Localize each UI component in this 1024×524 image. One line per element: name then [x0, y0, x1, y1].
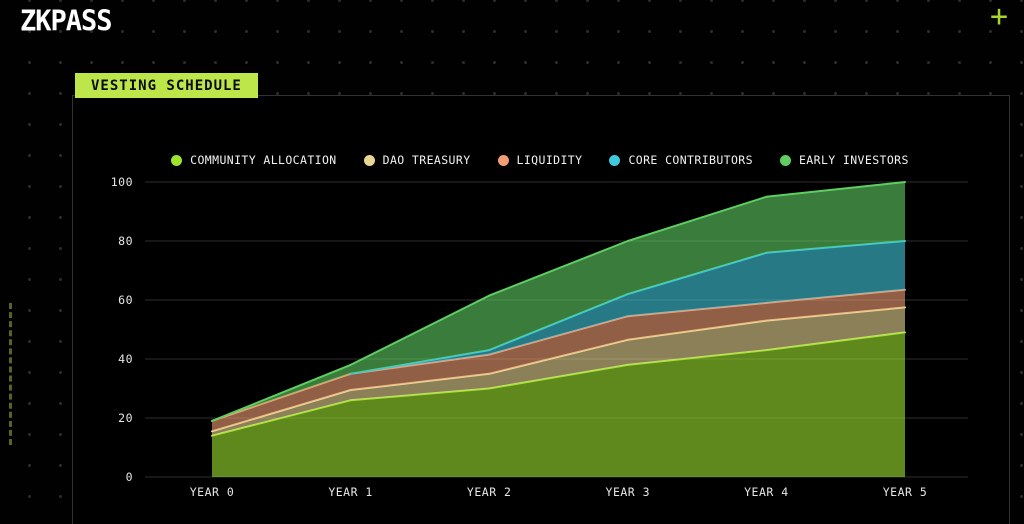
legend-label: DAO TREASURY	[382, 153, 471, 167]
y-tick-label-0: 0	[126, 470, 133, 484]
x-tick-label-2: YEAR 2	[467, 485, 512, 499]
legend-item-0[interactable]: COMMUNITY ALLOCATION	[171, 153, 336, 167]
y-tick-label-80: 80	[118, 234, 133, 248]
x-tick-label-4: YEAR 4	[744, 485, 789, 499]
y-tick-label-60: 60	[118, 293, 133, 307]
zkpass-logo[interactable]: ZKPASS	[20, 5, 113, 38]
area-band-4	[212, 182, 905, 421]
x-tick-label-5: YEAR 5	[883, 485, 928, 499]
area-band-0	[212, 332, 905, 477]
area-edge-4	[211, 363, 352, 422]
legend-item-1[interactable]: DAO TREASURY	[363, 153, 471, 167]
legend-item-3[interactable]: CORE CONTRIBUTORS	[609, 153, 753, 167]
legend-label: COMMUNITY ALLOCATION	[190, 153, 337, 167]
chart-legend: COMMUNITY ALLOCATION DAO TREASURY LIQUIDIT…	[72, 153, 1008, 167]
y-tick-label-100: 100	[111, 175, 133, 189]
y-tick-label-20: 20	[118, 411, 133, 425]
area-band-1	[212, 307, 905, 436]
legend-dot-icon	[609, 154, 621, 166]
x-tick-label-0: YEAR 0	[190, 485, 235, 499]
area-edge-4	[626, 195, 768, 242]
x-tick-label-3: YEAR 3	[606, 485, 651, 499]
legend-dot-icon	[779, 154, 791, 166]
plus-icon[interactable]: +	[990, 0, 1009, 34]
area-edge-4	[349, 294, 491, 366]
x-tick-label-1: YEAR 1	[328, 485, 373, 499]
area-edge-4	[488, 240, 629, 297]
legend-dot-icon	[497, 154, 509, 166]
section-title-badge: VESTING SCHEDULE	[75, 73, 258, 98]
area-band-3	[212, 241, 905, 421]
legend-label: CORE CONTRIBUTORS	[628, 153, 753, 167]
legend-dot-icon	[363, 154, 375, 166]
left-dashed-decoration	[9, 303, 12, 445]
legend-item-4[interactable]: EARLY INVESTORS	[779, 153, 909, 167]
y-tick-label-40: 40	[118, 352, 133, 366]
area-edge-4	[765, 181, 906, 198]
area-band-2	[212, 289, 905, 432]
legend-label: LIQUIDITY	[516, 153, 583, 167]
legend-item-2[interactable]: LIQUIDITY	[497, 153, 583, 167]
legend-dot-icon	[171, 154, 183, 166]
legend-label: EARLY INVESTORS	[798, 153, 909, 167]
